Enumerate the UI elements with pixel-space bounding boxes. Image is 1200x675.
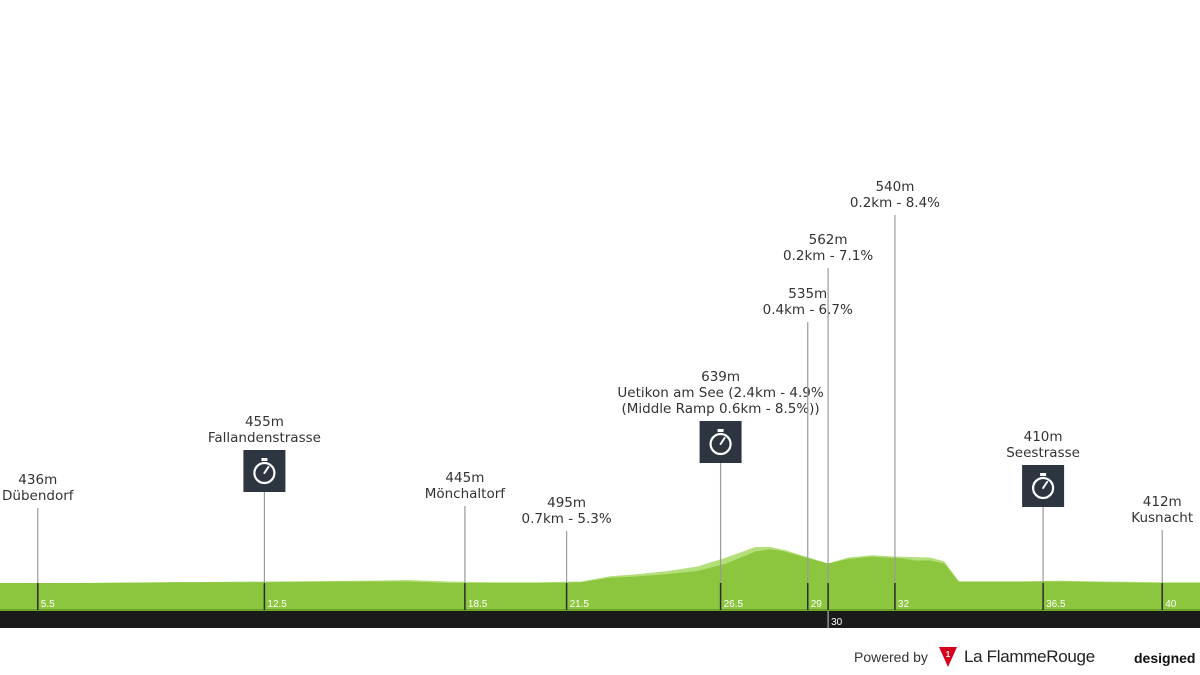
- stopwatch-icon: [1022, 465, 1065, 507]
- marker-label-line: 535m: [788, 286, 827, 302]
- axis-tick: 30: [827, 611, 843, 628]
- profile-area-group: [0, 547, 1200, 611]
- marker-label-line: 495m: [547, 495, 586, 511]
- marker-label-line: 0.2km - 8.4%: [850, 195, 940, 211]
- marker-label-line: 436m: [18, 472, 57, 488]
- marker-label-line: Fallandenstrasse: [208, 430, 321, 446]
- marker-km-label: 18.5: [468, 599, 488, 610]
- axis-tick-label: 30: [831, 617, 843, 628]
- marker-km-label: 40: [1165, 599, 1177, 610]
- marker-label-line: 410m: [1024, 429, 1063, 445]
- marker-km-label: 5.5: [41, 599, 55, 610]
- marker-label-line: Mönchaltorf: [425, 486, 507, 502]
- la-flamme-rouge-logo-icon: 1: [938, 647, 957, 667]
- stopwatch-icon: [243, 450, 286, 492]
- marker-km-label: 21.5: [570, 599, 590, 610]
- marker-km-label: 32: [898, 599, 910, 610]
- marker-label-line: 540m: [875, 179, 914, 195]
- stopwatch-face: [709, 432, 732, 456]
- stopwatch-box: [243, 450, 286, 492]
- marker-label-line: 0.2km - 7.1%: [783, 248, 873, 264]
- stopwatch-hand: [263, 466, 270, 474]
- stopwatch-icon: [699, 421, 742, 463]
- marker-km-label: 26.5: [724, 599, 744, 610]
- marker-label-line: Uetikon am See (2.4km - 4.9%: [617, 385, 823, 401]
- powered-by-text: Powered by: [854, 649, 928, 665]
- marker-label-line: Seestrasse: [1006, 445, 1080, 461]
- footer-branding: Powered by 1 La FlammeRouge: [854, 646, 1095, 668]
- stopwatch-box: [1022, 465, 1065, 507]
- marker-label-line: 562m: [809, 232, 848, 248]
- stopwatch-face: [1031, 476, 1055, 500]
- stopwatch-crown: [1040, 473, 1047, 476]
- marker-label-line: 412m: [1143, 494, 1182, 510]
- marker-km-label: 29: [811, 599, 823, 610]
- stopwatch-crown: [717, 429, 724, 432]
- profile-area-front: [0, 549, 1200, 610]
- marker-label-line: Dübendorf: [2, 488, 75, 504]
- marker-km-label: 36.5: [1046, 599, 1066, 610]
- distance-axis: 30: [0, 611, 1200, 628]
- stopwatch-box: [699, 421, 742, 463]
- designed-text: designed: [1134, 650, 1196, 666]
- marker-km-label: 12.5: [267, 599, 287, 610]
- marker-label-line: (Middle Ramp 0.6km - 8.5%)): [621, 401, 819, 417]
- marker-label-line: 0.7km - 5.3%: [521, 511, 611, 527]
- distance-axis-bar: [0, 611, 1200, 628]
- stopwatch-crown: [261, 458, 268, 461]
- logo-number: 1: [946, 650, 951, 659]
- profile-baseline: [0, 609, 1200, 611]
- stopwatch-hand: [1042, 481, 1049, 489]
- stopwatch-hand: [719, 437, 726, 445]
- marker-label-line: 455m: [245, 414, 284, 430]
- stopwatch-face: [253, 461, 276, 485]
- brand-name: La FlammeRouge: [963, 647, 1095, 666]
- marker-label-line: 0.4km - 6.7%: [763, 302, 853, 318]
- marker-label-line: Kusnacht: [1131, 510, 1193, 526]
- marker-label-line: 639m: [701, 369, 740, 385]
- marker-label-line: 445m: [445, 470, 484, 486]
